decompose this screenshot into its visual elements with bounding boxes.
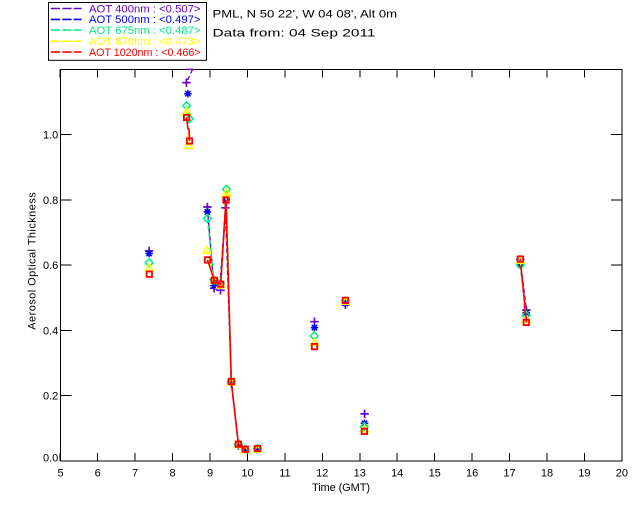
svg-text:0.4: 0.4: [43, 325, 58, 337]
svg-text:16: 16: [466, 467, 478, 479]
svg-text:AOT 500nm : <0.497>: AOT 500nm : <0.497>: [89, 14, 201, 26]
svg-text:PML, N 50 22', W 04 08', Alt 0: PML, N 50 22', W 04 08', Alt 0m: [213, 9, 398, 21]
svg-text:19: 19: [578, 467, 590, 479]
svg-text:12: 12: [316, 467, 328, 479]
svg-text:0.2: 0.2: [43, 391, 58, 403]
svg-text:0.6: 0.6: [43, 260, 58, 272]
svg-text:AOT 675nm : <0.487>: AOT 675nm : <0.487>: [89, 25, 201, 37]
svg-text:1.0: 1.0: [43, 130, 58, 142]
svg-text:0.8: 0.8: [43, 195, 58, 207]
svg-text:AOT 870nm : <0.473>: AOT 870nm : <0.473>: [89, 36, 201, 48]
svg-text:5: 5: [58, 467, 64, 479]
svg-text:10: 10: [241, 467, 253, 479]
svg-text:Time (GMT): Time (GMT): [312, 482, 370, 494]
svg-text:15: 15: [429, 467, 441, 479]
svg-text:18: 18: [541, 467, 553, 479]
svg-text:Data from: 04 Sep 2011: Data from: 04 Sep 2011: [213, 28, 376, 40]
svg-text:17: 17: [503, 467, 515, 479]
svg-text:9: 9: [207, 467, 213, 479]
svg-text:11: 11: [279, 467, 290, 479]
svg-text:6: 6: [95, 467, 101, 479]
svg-text:14: 14: [391, 467, 403, 479]
svg-text:0.0: 0.0: [43, 453, 58, 465]
svg-text:13: 13: [354, 467, 366, 479]
svg-text:Aerosol Optical Thickness: Aerosol Optical Thickness: [27, 192, 39, 330]
svg-text:8: 8: [170, 467, 176, 479]
svg-text:AOT 400nm : <0.507>: AOT 400nm : <0.507>: [89, 3, 201, 15]
svg-text:20: 20: [616, 467, 628, 479]
svg-text:7: 7: [132, 467, 138, 479]
svg-text:AOT 1020nm : <0.466>: AOT 1020nm : <0.466>: [89, 47, 201, 59]
